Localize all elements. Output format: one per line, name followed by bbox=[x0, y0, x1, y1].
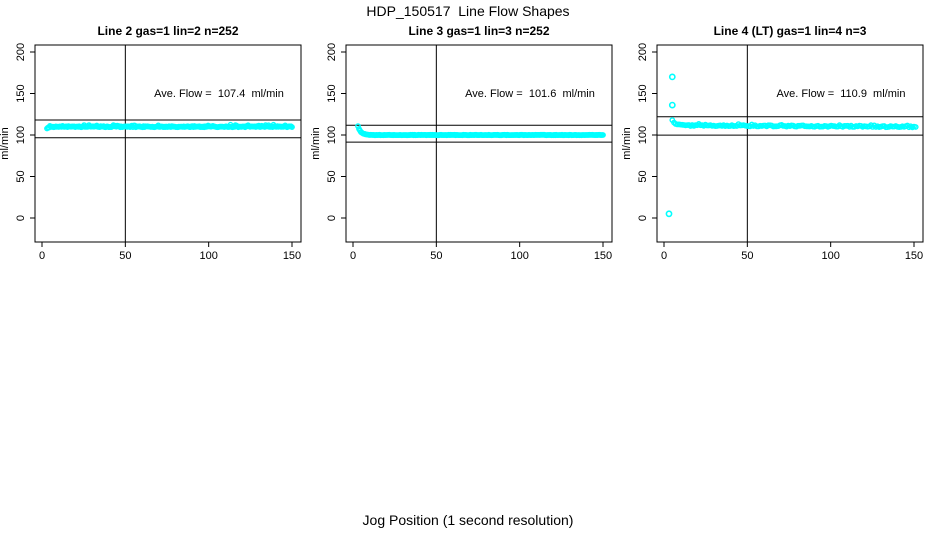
y-axis-label: ml/min bbox=[0, 127, 11, 159]
outlier-point bbox=[668, 73, 676, 81]
ave-flow-annotation: Ave. Flow = 101.6 ml/min bbox=[465, 88, 595, 100]
y-tick-label: 150 bbox=[326, 84, 338, 102]
y-tick-label: 0 bbox=[326, 215, 338, 221]
x-tick-label: 50 bbox=[430, 250, 442, 262]
ave-flow-annotation: Ave. Flow = 107.4 ml/min bbox=[154, 88, 284, 100]
x-tick-label: 150 bbox=[594, 250, 612, 262]
x-tick-label: 0 bbox=[350, 250, 356, 262]
y-tick-label: 50 bbox=[637, 170, 649, 182]
x-tick-label: 150 bbox=[905, 250, 923, 262]
y-tick-label: 200 bbox=[326, 43, 338, 61]
figure-title: HDP_150517 Line Flow Shapes bbox=[366, 3, 570, 19]
x-tick-label: 50 bbox=[741, 250, 753, 262]
x-tick-label: 100 bbox=[199, 250, 217, 262]
y-tick-label: 150 bbox=[637, 84, 649, 102]
x-tick-label: 150 bbox=[283, 250, 301, 262]
y-tick-label: 100 bbox=[15, 126, 27, 144]
data-points bbox=[44, 121, 295, 132]
subplot-title: Line 4 (LT) gas=1 lin=4 n=3 bbox=[714, 24, 867, 38]
y-tick-label: 200 bbox=[15, 43, 27, 61]
data-point bbox=[289, 124, 295, 131]
x-tick-label: 0 bbox=[39, 250, 45, 262]
subplot-1: Line 2 gas=1 lin=2 n=252 0 50 100 150 0 50 100 1… bbox=[0, 24, 302, 262]
x-tick-label: 50 bbox=[119, 250, 131, 262]
plot-box bbox=[34, 44, 302, 243]
x-tick-label: 100 bbox=[821, 250, 839, 262]
x-axis-label: Jog Position (1 second resolution) bbox=[362, 512, 574, 528]
subplot-title: Line 3 gas=1 lin=3 n=252 bbox=[408, 24, 549, 38]
x-tick-label: 0 bbox=[661, 250, 667, 262]
outlier-point bbox=[668, 101, 676, 109]
y-tick-label: 200 bbox=[637, 43, 649, 61]
outlier-point bbox=[665, 210, 673, 218]
y-tick-label: 50 bbox=[326, 170, 338, 182]
data-point bbox=[600, 132, 606, 138]
y-tick-label: 0 bbox=[637, 215, 649, 221]
subplot-3: Line 4 (LT) gas=1 lin=4 n=3 0 50 100 150 0 50 1… bbox=[621, 24, 924, 262]
data-points bbox=[355, 123, 606, 139]
y-tick-label: 100 bbox=[637, 126, 649, 144]
plot-box bbox=[656, 44, 924, 243]
plot-box bbox=[345, 44, 613, 243]
data-point bbox=[912, 124, 919, 130]
y-tick-label: 50 bbox=[15, 170, 27, 182]
y-axis-label: ml/min bbox=[621, 127, 633, 159]
y-tick-label: 100 bbox=[326, 126, 338, 144]
y-tick-label: 0 bbox=[15, 215, 27, 221]
ave-flow-annotation: Ave. Flow = 110.9 ml/min bbox=[777, 88, 906, 100]
data-points bbox=[665, 73, 919, 218]
y-tick-label: 150 bbox=[15, 84, 27, 102]
subplot-title: Line 2 gas=1 lin=2 n=252 bbox=[97, 24, 238, 38]
subplot-2: Line 3 gas=1 lin=3 n=252 0 50 100 150 0 50 100 1… bbox=[310, 24, 613, 262]
y-axis-label: ml/min bbox=[310, 127, 322, 159]
data-point bbox=[355, 123, 361, 130]
x-tick-label: 100 bbox=[510, 250, 528, 262]
